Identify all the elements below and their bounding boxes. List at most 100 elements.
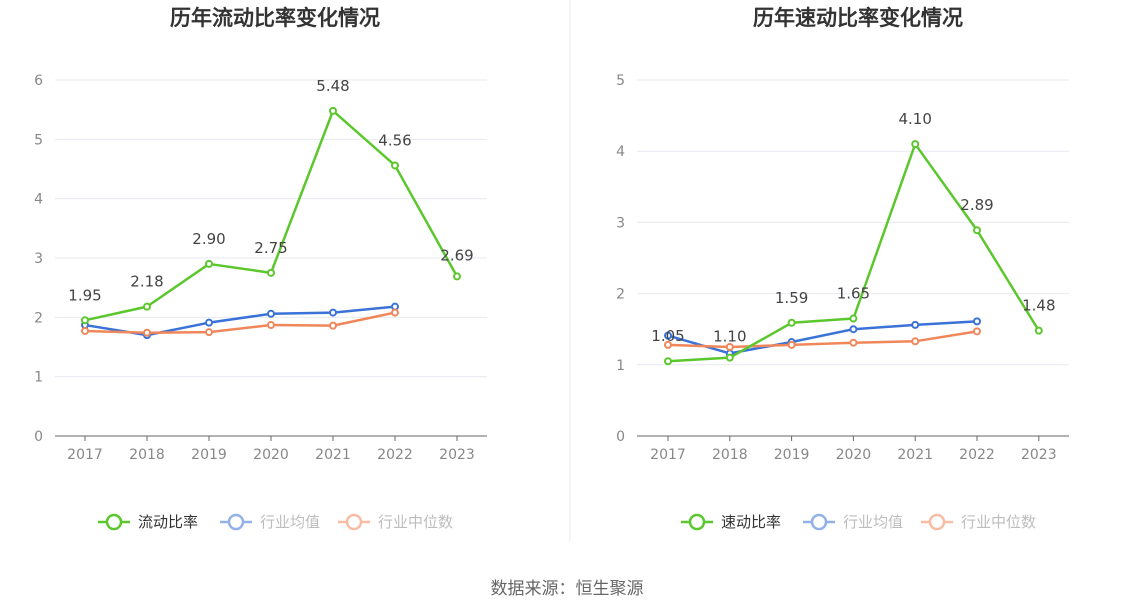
data-point	[81, 326, 89, 335]
y-tick-label: 4	[34, 192, 43, 208]
data-label: 2.69	[440, 246, 473, 264]
legend-label: 行业中位数	[378, 513, 453, 531]
x-tick-label: 2020	[836, 447, 872, 463]
data-label: 2.89	[960, 196, 993, 214]
legend-marker	[345, 513, 363, 531]
data-label: 1.95	[68, 286, 101, 304]
data-label: 5.48	[316, 77, 349, 95]
legend-marker	[688, 513, 706, 531]
data-label: 2.75	[254, 239, 287, 257]
data-point	[787, 318, 796, 327]
legend-label: 行业均值	[260, 513, 320, 531]
legend-marker	[810, 513, 828, 531]
data-label: 1.59	[775, 289, 808, 307]
legend-item-1[interactable]: 速动比率	[681, 513, 781, 531]
chart-panel-1: 历年流动比率变化情况 0 1 2 3 4 5 6 2017 2018 2019 2020 2021 202…	[34, 6, 487, 531]
series-line-2	[667, 320, 978, 355]
data-point	[205, 259, 213, 268]
y-tick-label: 4	[616, 144, 625, 160]
x-tick-label: 2023	[439, 447, 475, 463]
data-point	[911, 320, 920, 329]
source-note: 数据来源：恒生聚源	[490, 579, 644, 599]
legend-label: 行业中位数	[961, 513, 1036, 531]
y-tick-label: 5	[616, 73, 625, 89]
data-point	[329, 308, 337, 317]
x-tick-label: 2017	[67, 447, 103, 463]
series-line-3	[84, 311, 396, 335]
chart-panel-2: 历年速动比率变化情况 0 1 2 3 4 5 2017 2018 2019 2020 2021 2022…	[616, 6, 1069, 531]
x-tick-label: 2019	[191, 447, 227, 463]
data-point	[973, 327, 981, 336]
y-tick-label: 2	[34, 310, 43, 326]
legend-marker	[105, 513, 123, 531]
data-point	[664, 331, 672, 340]
data-point	[725, 343, 734, 351]
data-point	[329, 321, 337, 330]
data-label: 1.05	[651, 327, 684, 345]
data-point	[1034, 326, 1043, 335]
data-point	[664, 357, 672, 366]
legend-label: 行业均值	[843, 513, 903, 531]
chart-title: 历年速动比率变化情况	[753, 6, 963, 30]
data-label: 4.10	[898, 110, 931, 128]
legend-item-2[interactable]: 行业均值	[220, 513, 320, 531]
x-tick-label: 2023	[1021, 447, 1057, 463]
data-label: 1.10	[713, 328, 746, 346]
data-point	[973, 226, 981, 235]
x-tick-label: 2017	[650, 447, 686, 463]
x-tick-label: 2018	[712, 447, 748, 463]
data-point	[973, 317, 981, 326]
x-tick-label: 2018	[129, 447, 165, 463]
legend-marker	[227, 513, 245, 531]
legend-item-3[interactable]: 行业中位数	[921, 513, 1036, 531]
data-point	[81, 316, 89, 325]
data-label: 1.48	[1022, 297, 1055, 315]
x-tick-label: 2022	[377, 447, 413, 463]
x-tick-label: 2019	[774, 447, 810, 463]
data-point	[329, 106, 337, 115]
legend-item-2[interactable]: 行业均值	[803, 513, 903, 531]
y-tick-label: 5	[34, 132, 43, 148]
x-tick-label: 2022	[959, 447, 995, 463]
legend-label: 速动比率	[721, 513, 781, 531]
data-point	[911, 337, 920, 346]
data-point	[205, 328, 213, 337]
data-point	[267, 309, 275, 318]
series-line-3	[667, 330, 978, 349]
data-point	[849, 338, 858, 347]
y-tick-label: 1	[616, 358, 625, 374]
y-tick-label: 2	[616, 287, 625, 303]
chart-title: 历年流动比率变化情况	[170, 6, 380, 30]
data-point	[267, 321, 275, 330]
data-label: 2.18	[130, 273, 163, 291]
y-tick-label: 0	[34, 429, 43, 445]
y-tick-label: 3	[34, 251, 43, 267]
data-point	[725, 353, 734, 362]
data-point	[205, 318, 213, 327]
data-point	[453, 272, 461, 281]
data-point	[787, 340, 796, 349]
data-point	[664, 340, 672, 349]
x-tick-label: 2021	[315, 447, 351, 463]
data-point	[143, 328, 151, 337]
data-point	[143, 302, 151, 311]
data-point	[391, 308, 399, 317]
data-point	[267, 268, 275, 277]
data-label: 2.90	[192, 230, 225, 248]
y-tick-label: 0	[616, 429, 625, 445]
data-point	[849, 314, 858, 323]
data-label: 4.56	[378, 131, 411, 149]
legend-marker	[928, 513, 946, 531]
legend-item-3[interactable]: 行业中位数	[338, 513, 453, 531]
data-point	[849, 325, 858, 334]
data-label: 1.65	[837, 285, 870, 303]
legend-label: 流动比率	[138, 513, 198, 531]
x-tick-label: 2021	[897, 447, 933, 463]
data-point	[391, 161, 399, 170]
y-tick-label: 1	[34, 370, 43, 386]
data-point	[911, 140, 920, 149]
y-tick-label: 6	[34, 73, 43, 89]
legend-item-1[interactable]: 流动比率	[98, 513, 198, 531]
x-tick-label: 2020	[253, 447, 289, 463]
